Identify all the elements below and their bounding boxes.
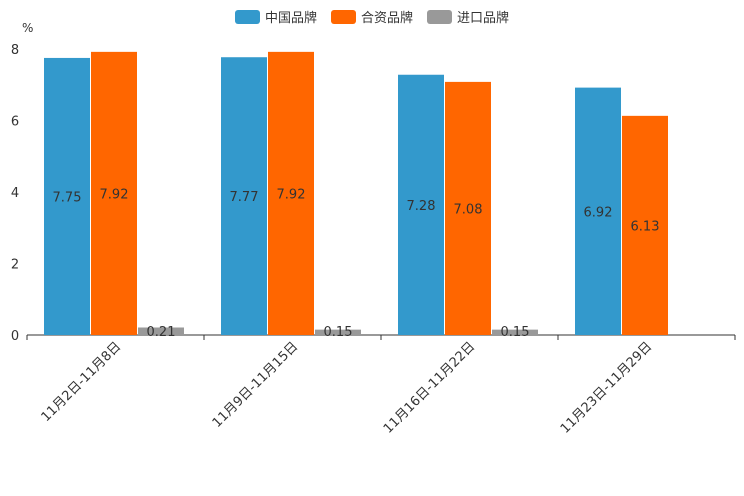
bar[interactable] [445, 81, 491, 335]
bar[interactable] [315, 329, 361, 335]
x-tick-label: 11月16日-11月22日 [381, 339, 478, 436]
data-label: 0.21 [147, 325, 176, 340]
legend: 中国品牌 合资品牌 进口品牌 [0, 7, 744, 26]
y-tick-label: 4 [11, 186, 19, 201]
legend-item-china-brand[interactable]: 中国品牌 [234, 7, 317, 26]
data-label: 0.15 [324, 325, 353, 340]
legend-label-imported-brand: 进口品牌 [457, 11, 510, 26]
legend-item-joint-venture-brand[interactable]: 合资品牌 [330, 7, 413, 26]
data-label: 7.08 [454, 202, 483, 217]
legend-label-china-brand: 中国品牌 [264, 11, 317, 26]
y-tick-label: 0 [11, 329, 19, 344]
legend-swatch-joint-venture-brand [330, 9, 356, 24]
legend-label-joint-venture-brand: 合资品牌 [360, 11, 413, 26]
y-tick-label: 8 [11, 43, 19, 58]
legend-item-imported-brand[interactable]: 进口品牌 [427, 7, 509, 26]
bar[interactable] [268, 51, 314, 336]
x-tick-label: 11月9日-11月15日 [210, 339, 302, 431]
bar[interactable] [492, 329, 538, 335]
data-label: 0.15 [501, 325, 530, 340]
data-label: 6.13 [631, 219, 660, 234]
bar[interactable] [138, 327, 184, 335]
y-tick-label: 2 [11, 258, 19, 273]
x-tick-label: 11月2日-11月8日 [39, 339, 125, 425]
legend-swatch-china-brand [234, 9, 260, 24]
y-tick-label: 6 [11, 115, 19, 130]
bar[interactable] [622, 115, 668, 335]
bar[interactable] [221, 57, 267, 335]
bar[interactable] [91, 51, 137, 336]
x-tick-label: 11月23日-11月29日 [558, 339, 655, 436]
data-label: 7.92 [277, 187, 306, 202]
data-label: 7.75 [53, 190, 82, 205]
data-label: 6.92 [584, 205, 613, 220]
bar[interactable] [575, 87, 621, 335]
bar[interactable] [398, 74, 444, 336]
data-label: 7.28 [407, 199, 436, 214]
bar[interactable] [44, 57, 90, 335]
legend-swatch-imported-brand [427, 9, 452, 24]
data-label: 7.77 [230, 190, 259, 205]
y-axis-unit: % [22, 21, 34, 35]
data-label: 7.92 [100, 187, 129, 202]
